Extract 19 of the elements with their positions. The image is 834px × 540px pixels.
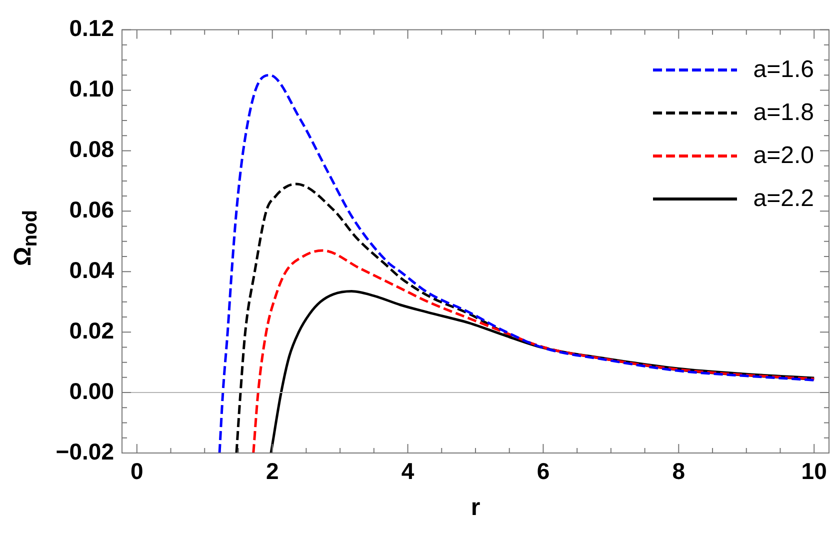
y-tick-label: 0.00 [69,378,114,404]
y-tick-label: 0.10 [69,76,114,102]
legend-label: a=2.2 [753,184,814,212]
legend-label: a=2.0 [753,142,814,170]
y-tick-label: 0.06 [69,196,114,223]
x-tick-label: 10 [801,458,827,484]
x-tick-label: 2 [266,458,279,484]
legend-label: a=1.6 [753,56,814,84]
y-tick-label: 0.12 [69,15,114,42]
x-tick-label: 8 [672,458,686,484]
legend-label: a=1.8 [753,98,814,126]
y-tick-label: 0.02 [69,317,114,344]
y-tick-label: −0.02 [56,438,114,464]
x-axis-title: r [470,494,482,522]
y-tick-label: 0.08 [69,136,114,162]
y-tick-label: 0.04 [69,256,114,283]
x-tick-label: 0 [130,458,144,484]
x-tick-label: 6 [536,458,550,484]
x-tick-label: 4 [401,458,414,484]
